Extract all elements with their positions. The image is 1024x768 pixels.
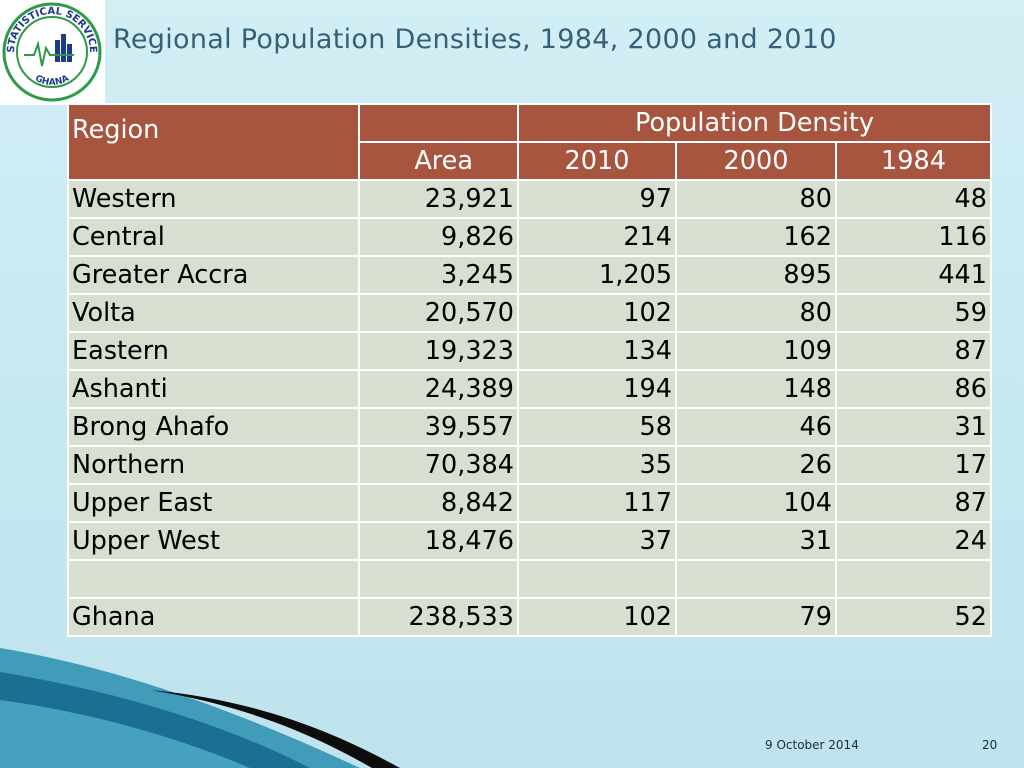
header-region: Region <box>67 103 360 181</box>
area-cell: 23,921 <box>358 179 519 219</box>
table-row: Upper East 8,842 117 104 87 <box>67 483 992 523</box>
header-year-2010: 2010 <box>517 141 677 181</box>
table-row: Brong Ahafo 39,557 58 46 31 <box>67 407 992 447</box>
density-2010-cell: 97 <box>517 179 677 219</box>
header-population-density: Population Density <box>517 103 992 143</box>
density-2000-cell: 80 <box>675 179 837 219</box>
logo-text-bottom: GHANA <box>33 74 70 88</box>
region-cell: Northern <box>67 445 360 485</box>
area-cell: 8,842 <box>358 483 519 523</box>
slide-title: Regional Population Densities, 1984, 200… <box>113 24 837 55</box>
density-1984-cell: 441 <box>835 255 992 295</box>
area-cell: 24,389 <box>358 369 519 409</box>
area-cell: 9,826 <box>358 217 519 257</box>
density-1984-cell: 31 <box>835 407 992 447</box>
table-row: Greater Accra 3,245 1,205 895 441 <box>67 255 992 295</box>
density-1984-cell: 116 <box>835 217 992 257</box>
region-cell: Upper East <box>67 483 360 523</box>
svg-text:GHANA: GHANA <box>33 74 70 88</box>
footer-date: 9 October 2014 <box>765 738 859 752</box>
area-cell: 19,323 <box>358 331 519 371</box>
table-subheader-row: Area 2010 2000 1984 <box>68 141 992 181</box>
region-cell: Greater Accra <box>67 255 360 295</box>
density-2010-cell: 102 <box>517 597 677 637</box>
table-row: Eastern 19,323 134 109 87 <box>67 331 992 371</box>
density-2000-cell: 104 <box>675 483 837 523</box>
density-2010-cell: 214 <box>517 217 677 257</box>
area-cell <box>358 559 519 599</box>
density-2000-cell: 895 <box>675 255 837 295</box>
density-2000-cell: 162 <box>675 217 837 257</box>
region-cell: Western <box>67 179 360 219</box>
region-cell: Ghana <box>67 597 360 637</box>
area-cell: 3,245 <box>358 255 519 295</box>
density-2000-cell: 80 <box>675 293 837 333</box>
area-cell: 18,476 <box>358 521 519 561</box>
density-2010-cell: 117 <box>517 483 677 523</box>
page-number: 20 <box>982 738 998 752</box>
density-2000-cell: 148 <box>675 369 837 409</box>
density-1984-cell <box>835 559 992 599</box>
density-2010-cell <box>517 559 677 599</box>
density-2010-cell: 194 <box>517 369 677 409</box>
density-1984-cell: 87 <box>835 483 992 523</box>
region-cell: Eastern <box>67 331 360 371</box>
header-year-1984: 1984 <box>835 141 992 181</box>
density-2010-cell: 58 <box>517 407 677 447</box>
table-row: Central 9,826 214 162 116 <box>67 217 992 257</box>
area-cell: 39,557 <box>358 407 519 447</box>
density-2000-cell: 79 <box>675 597 837 637</box>
density-2000-cell: 31 <box>675 521 837 561</box>
ghana-statistical-service-logo: STATISTICAL SERVICE GHANA <box>0 0 105 105</box>
density-1984-cell: 59 <box>835 293 992 333</box>
header-area: Area <box>358 141 519 181</box>
header-year-2000: 2000 <box>675 141 837 181</box>
population-density-table: Region Population Density Area 2010 2000… <box>67 103 992 637</box>
table-row: Upper West 18,476 37 31 24 <box>67 521 992 561</box>
table-row: Volta 20,570 102 80 59 <box>67 293 992 333</box>
density-2000-cell: 26 <box>675 445 837 485</box>
density-2010-cell: 37 <box>517 521 677 561</box>
density-1984-cell: 52 <box>835 597 992 637</box>
density-2010-cell: 35 <box>517 445 677 485</box>
area-cell: 20,570 <box>358 293 519 333</box>
table-row-blank <box>67 559 992 599</box>
table-row-total: Ghana 238,533 102 79 52 <box>67 597 992 637</box>
table-row: Northern 70,384 35 26 17 <box>67 445 992 485</box>
region-cell: Upper West <box>67 521 360 561</box>
density-2000-cell: 109 <box>675 331 837 371</box>
region-cell: Central <box>67 217 360 257</box>
density-2010-cell: 102 <box>517 293 677 333</box>
density-1984-cell: 87 <box>835 331 992 371</box>
region-cell: Ashanti <box>67 369 360 409</box>
density-2010-cell: 134 <box>517 331 677 371</box>
density-2010-cell: 1,205 <box>517 255 677 295</box>
table-row: Ashanti 24,389 194 148 86 <box>67 369 992 409</box>
density-2000-cell: 46 <box>675 407 837 447</box>
density-1984-cell: 17 <box>835 445 992 485</box>
area-cell: 70,384 <box>358 445 519 485</box>
density-1984-cell: 24 <box>835 521 992 561</box>
table-row: Western 23,921 97 80 48 <box>67 179 992 219</box>
region-cell: Brong Ahafo <box>67 407 360 447</box>
area-cell: 238,533 <box>358 597 519 637</box>
region-cell: Volta <box>67 293 360 333</box>
density-1984-cell: 48 <box>835 179 992 219</box>
density-2000-cell <box>675 559 837 599</box>
header-blank <box>358 103 519 143</box>
density-1984-cell: 86 <box>835 369 992 409</box>
region-cell <box>67 559 360 599</box>
table-header-row: Region Population Density <box>67 103 992 181</box>
